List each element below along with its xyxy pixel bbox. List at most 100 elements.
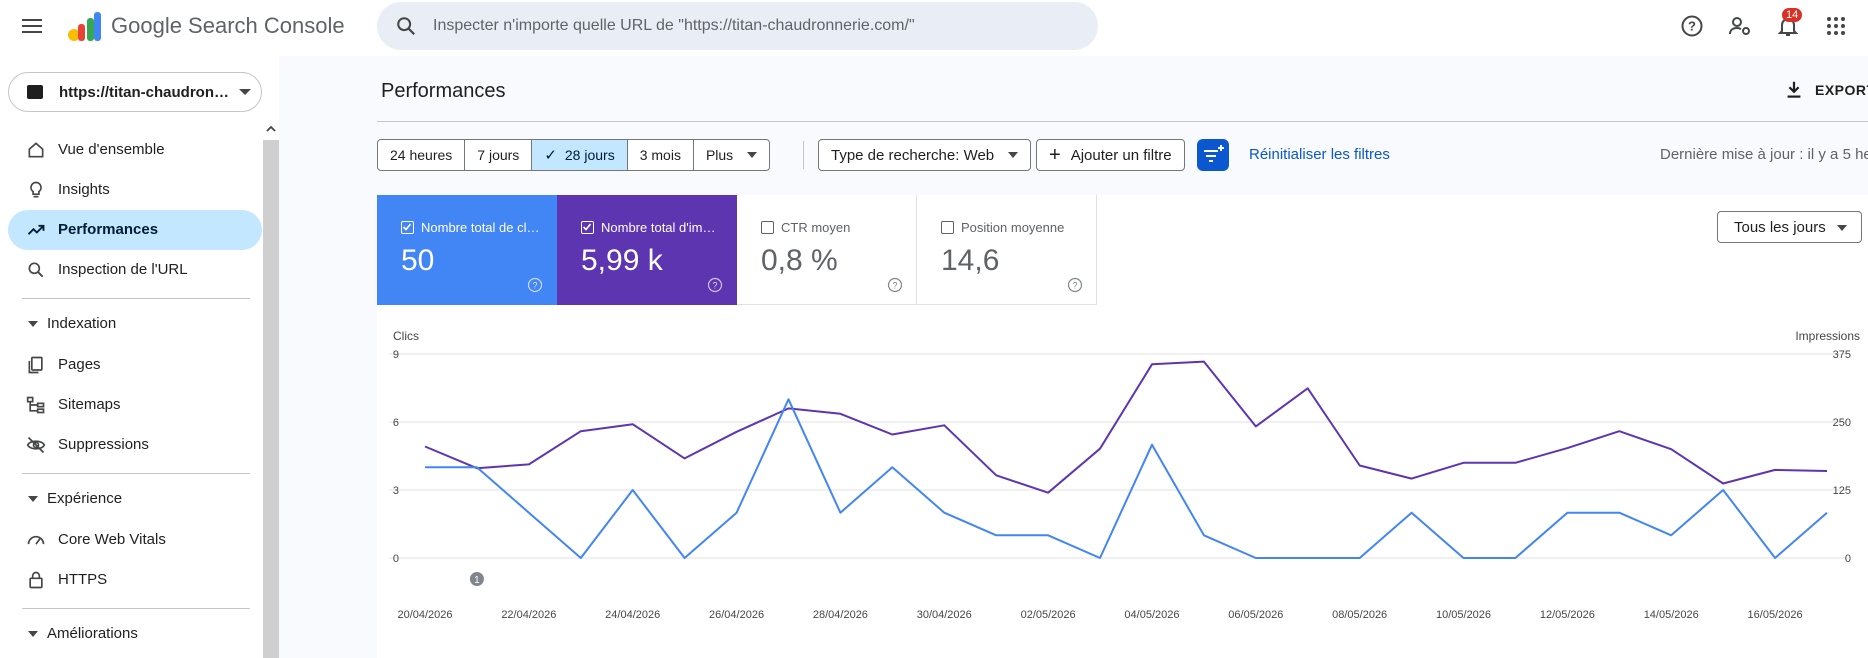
add-filter-button[interactable]: + Ajouter un filtre	[1036, 139, 1185, 171]
filter-settings-icon[interactable]	[1197, 139, 1229, 171]
metric-label: Nombre total d'impressions	[601, 220, 721, 235]
metric-card-position[interactable]: Position moyenne 14,6 ?	[917, 195, 1097, 305]
sidebar-item-core-web-vitals[interactable]: Core Web Vitals	[8, 520, 262, 560]
search-icon	[28, 262, 44, 278]
range-28d-button[interactable]: ✓ 28 jours	[532, 140, 628, 170]
sidebar-item-removals[interactable]: Suppressions	[8, 425, 262, 465]
metric-card-ctr[interactable]: CTR moyen 0,8 % ?	[737, 195, 917, 305]
sidebar-item-url-inspection[interactable]: Inspection de l'URL	[8, 250, 262, 290]
checkbox-checked-icon[interactable]	[401, 221, 414, 234]
speed-icon	[27, 535, 45, 545]
export-button[interactable]: EXPORT	[1783, 78, 1868, 102]
app-title: Google Search Console	[111, 13, 345, 38]
range-3m-button[interactable]: 3 mois	[628, 140, 694, 170]
sidebar-item-label: Sitemaps	[58, 396, 121, 413]
sidebar-divider	[22, 298, 250, 299]
checkbox-checked-icon[interactable]	[581, 221, 594, 234]
annotation-marker	[469, 572, 484, 586]
sidebar-item-performance[interactable]: Performances	[8, 210, 262, 250]
manage-users-icon[interactable]	[1728, 14, 1752, 38]
scroll-up-icon[interactable]	[264, 122, 278, 136]
home-icon	[28, 142, 44, 158]
x-tick-label: 02/05/2026	[1021, 609, 1076, 621]
granularity-select[interactable]: Tous les jours	[1717, 211, 1862, 243]
x-tick-label: 08/05/2026	[1332, 609, 1387, 621]
right-tick-label: 375	[1833, 349, 1851, 361]
range-more-button[interactable]: Plus	[694, 140, 769, 170]
caret-down-icon	[1837, 225, 1847, 231]
caret-down-icon	[28, 496, 38, 502]
search-type-label: Type de recherche: Web	[831, 146, 995, 164]
performance-chart: Clics Impressions 0 0 3 125 6 250 9 375 20/04/2…	[389, 329, 1860, 621]
help-icon[interactable]: ?	[527, 277, 543, 293]
range-28d-label: 28 jours	[564, 147, 615, 163]
apps-grid-icon[interactable]	[1824, 14, 1848, 38]
x-tick-label: 04/05/2026	[1124, 609, 1179, 621]
search-type-filter[interactable]: Type de recherche: Web	[818, 139, 1032, 171]
sidebar-item-insights[interactable]: Insights	[8, 170, 262, 210]
sidebar-item-pages[interactable]: Pages	[8, 345, 262, 385]
title-divider	[377, 121, 1868, 122]
checkbox-unchecked-icon[interactable]	[941, 221, 954, 234]
series-line-impressions	[424, 360, 1828, 494]
sidebar-divider	[22, 473, 250, 474]
sidebar-item-sitemaps[interactable]: Sitemaps	[8, 385, 262, 425]
x-tick-label: 06/05/2026	[1228, 609, 1283, 621]
section-label: Améliorations	[47, 625, 138, 642]
trending-up-icon	[27, 224, 45, 235]
hamburger-menu-icon[interactable]	[20, 14, 44, 38]
sidebar-item-label: Core Web Vitals	[58, 531, 166, 548]
x-tick-label: 28/04/2026	[813, 609, 868, 621]
metric-label: Nombre total de clics	[421, 220, 541, 235]
sidebar-section-enhancements[interactable]: Améliorations	[8, 616, 262, 652]
metric-card-clicks[interactable]: Nombre total de clics 50 ?	[377, 195, 557, 305]
x-tick-label: 10/05/2026	[1436, 609, 1491, 621]
sidebar	[0, 120, 262, 658]
x-tick-label: 12/05/2026	[1540, 609, 1595, 621]
metric-label: Position moyenne	[961, 220, 1065, 235]
metric-card-impressions[interactable]: Nombre total d'impressions 5,99 k ?	[557, 195, 737, 305]
search-input[interactable]	[433, 2, 1073, 50]
last-update-text: Dernière mise à jour : il y a 5 heures	[1660, 146, 1868, 163]
plus-icon: +	[1049, 144, 1061, 166]
help-icon[interactable]: ?	[1067, 277, 1083, 293]
left-axis-label: Clics	[393, 329, 419, 343]
help-icon[interactable]: ?	[1680, 14, 1704, 38]
pages-icon	[28, 356, 43, 374]
sidebar-item-label: Suppressions	[58, 436, 149, 453]
export-label: EXPORT	[1815, 82, 1868, 98]
granularity-value: Tous les jours	[1734, 218, 1826, 236]
left-tick-label: 9	[393, 349, 399, 361]
left-tick-label: 0	[393, 553, 399, 565]
sidebar-item-overview[interactable]: Vue d'ensemble	[8, 130, 262, 170]
sidebar-section-experience[interactable]: Expérience	[8, 481, 262, 517]
metric-value: 14,6	[941, 244, 1000, 277]
right-tick-label: 250	[1833, 417, 1851, 429]
reset-filters-link[interactable]: Réinitialiser les filtres	[1249, 146, 1390, 163]
eye-off-icon	[26, 436, 46, 454]
download-icon	[1787, 81, 1801, 98]
help-icon[interactable]: ?	[887, 277, 903, 293]
section-label: Expérience	[47, 490, 123, 507]
range-24h-button[interactable]: 24 heures	[378, 140, 466, 170]
range-more-label: Plus	[705, 147, 734, 163]
sidebar-divider	[22, 608, 250, 609]
sidebar-item-label: Insights	[58, 181, 110, 198]
url-inspection-search[interactable]	[377, 2, 1098, 50]
x-tick-label: 20/04/2026	[397, 609, 452, 621]
check-icon	[582, 223, 592, 231]
toolbar-separator	[803, 141, 804, 169]
sidebar-scrollbar[interactable]	[263, 140, 279, 658]
sidebar-section-indexing[interactable]: Indexation	[8, 306, 262, 342]
sidebar-item-label: Inspection de l'URL	[58, 261, 188, 278]
metric-label: CTR moyen	[781, 220, 851, 235]
property-url: https://titan-chaudronnerie.com/	[59, 84, 237, 101]
sidebar-item-https[interactable]: HTTPS	[8, 560, 262, 600]
range-7d-button[interactable]: 7 jours	[465, 140, 533, 170]
checkbox-unchecked-icon[interactable]	[761, 221, 774, 234]
property-selector[interactable]: https://titan-chaudronnerie.com/	[8, 72, 262, 112]
x-tick-label: 30/04/2026	[917, 609, 972, 621]
date-range-group: 24 heures 7 jours ✓ 28 jours 3 mois Plus	[377, 139, 771, 171]
caret-down-icon	[747, 152, 758, 158]
help-icon[interactable]: ?	[707, 277, 723, 293]
